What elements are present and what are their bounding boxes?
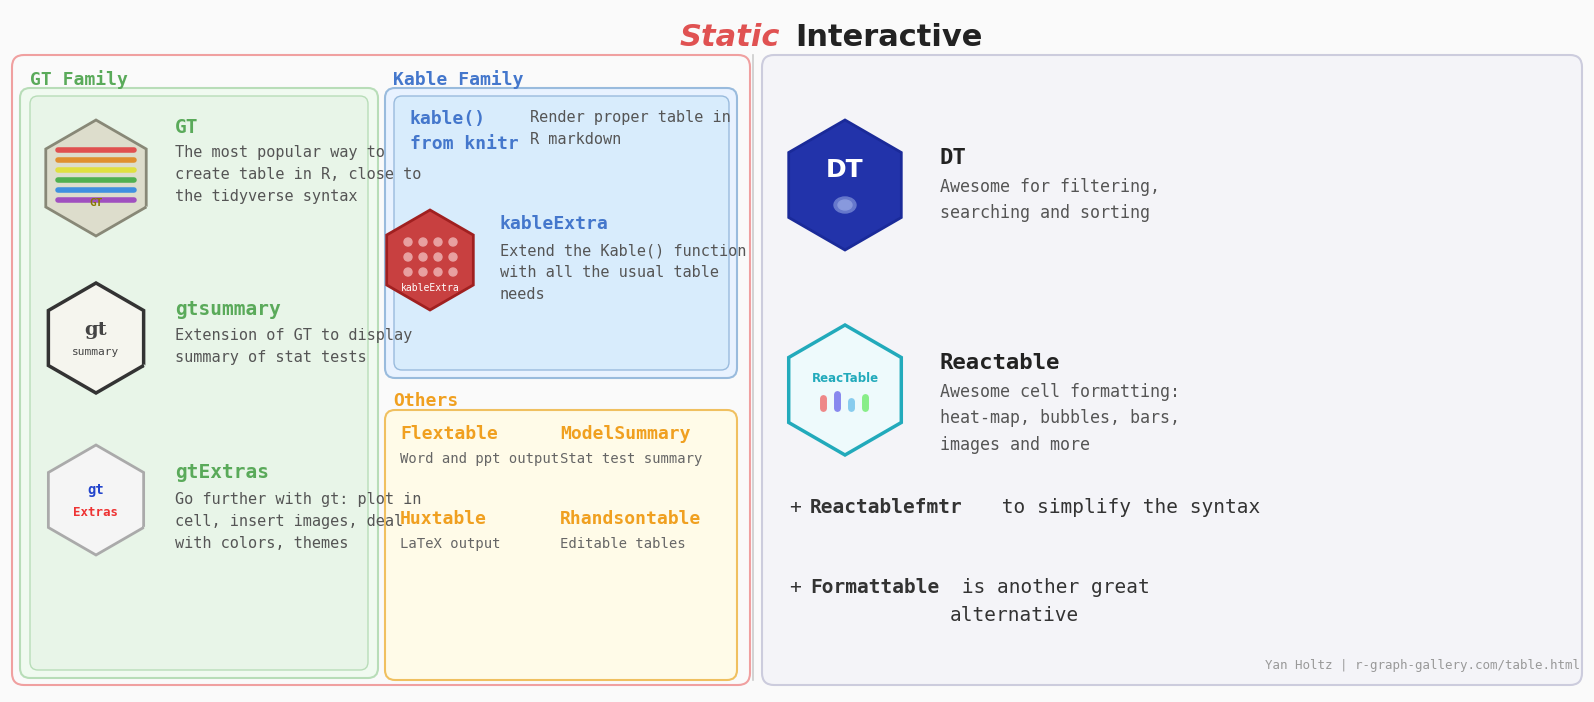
FancyBboxPatch shape bbox=[386, 88, 736, 378]
Text: kableExtra: kableExtra bbox=[501, 215, 609, 233]
Text: gtExtras: gtExtras bbox=[175, 463, 269, 482]
Text: Awesome for filtering,
searching and sorting: Awesome for filtering, searching and sor… bbox=[940, 178, 1160, 223]
Text: Reactable: Reactable bbox=[940, 353, 1060, 373]
Polygon shape bbox=[387, 210, 473, 310]
Text: The most popular way to
create table in R, close to
the tidyverse syntax: The most popular way to create table in … bbox=[175, 145, 421, 204]
Circle shape bbox=[419, 238, 427, 246]
Text: ReacTable: ReacTable bbox=[811, 371, 878, 385]
Text: Formattable: Formattable bbox=[810, 578, 939, 597]
Text: GT: GT bbox=[175, 118, 199, 137]
Text: Render proper table in
R markdown: Render proper table in R markdown bbox=[529, 110, 730, 147]
Text: Others: Others bbox=[394, 392, 457, 410]
Text: Extension of GT to display
summary of stat tests: Extension of GT to display summary of st… bbox=[175, 328, 413, 365]
Ellipse shape bbox=[838, 200, 853, 210]
Text: LaTeX output: LaTeX output bbox=[400, 537, 501, 551]
Text: gtsummary: gtsummary bbox=[175, 300, 281, 319]
Ellipse shape bbox=[834, 197, 856, 213]
Text: Awesome cell formatting:
heat-map, bubbles, bars,
images and more: Awesome cell formatting: heat-map, bubbl… bbox=[940, 383, 1180, 453]
Text: kableExtra: kableExtra bbox=[400, 283, 459, 293]
Circle shape bbox=[450, 238, 457, 246]
Polygon shape bbox=[789, 120, 901, 250]
Text: Editable tables: Editable tables bbox=[559, 537, 685, 551]
FancyBboxPatch shape bbox=[762, 55, 1581, 685]
Text: Interactive: Interactive bbox=[795, 23, 982, 53]
Text: Extend the Kable() function
with all the usual table
needs: Extend the Kable() function with all the… bbox=[501, 243, 746, 303]
Text: Word and ppt output: Word and ppt output bbox=[400, 452, 559, 466]
Text: Flextable: Flextable bbox=[400, 425, 497, 443]
Text: is another great
alternative: is another great alternative bbox=[950, 578, 1149, 625]
Text: gt: gt bbox=[84, 321, 107, 339]
Circle shape bbox=[403, 253, 411, 261]
Text: +: + bbox=[791, 578, 813, 597]
Text: Reactablefmtr: Reactablefmtr bbox=[810, 498, 963, 517]
Text: ModelSummary: ModelSummary bbox=[559, 425, 690, 443]
Text: DT: DT bbox=[826, 158, 864, 182]
Text: Huxtable: Huxtable bbox=[400, 510, 488, 528]
Text: GT Family: GT Family bbox=[30, 70, 128, 89]
Circle shape bbox=[403, 238, 411, 246]
Circle shape bbox=[450, 268, 457, 276]
Polygon shape bbox=[48, 445, 143, 555]
Text: from knitr: from knitr bbox=[410, 135, 518, 153]
FancyBboxPatch shape bbox=[30, 96, 368, 670]
Circle shape bbox=[434, 238, 442, 246]
Text: Kable Family: Kable Family bbox=[394, 70, 523, 89]
Circle shape bbox=[434, 268, 442, 276]
Text: GT: GT bbox=[89, 198, 102, 208]
FancyBboxPatch shape bbox=[21, 88, 378, 678]
Polygon shape bbox=[46, 120, 147, 236]
Text: Yan Holtz | r-graph-gallery.com/table.html: Yan Holtz | r-graph-gallery.com/table.ht… bbox=[1266, 659, 1580, 673]
Text: to simplify the syntax: to simplify the syntax bbox=[990, 498, 1261, 517]
Text: summary: summary bbox=[72, 347, 120, 357]
Text: kable(): kable() bbox=[410, 110, 486, 128]
Circle shape bbox=[434, 253, 442, 261]
Text: Stat test summary: Stat test summary bbox=[559, 452, 703, 466]
Text: +: + bbox=[791, 498, 813, 517]
Text: DT: DT bbox=[940, 148, 966, 168]
Circle shape bbox=[450, 253, 457, 261]
Circle shape bbox=[419, 253, 427, 261]
Text: Extras: Extras bbox=[73, 505, 118, 519]
Circle shape bbox=[419, 268, 427, 276]
Text: Rhandsontable: Rhandsontable bbox=[559, 510, 701, 528]
Polygon shape bbox=[48, 283, 143, 393]
Circle shape bbox=[403, 268, 411, 276]
Polygon shape bbox=[789, 325, 901, 455]
Text: Go further with gt: plot in
cell, insert images, deal
with colors, themes: Go further with gt: plot in cell, insert… bbox=[175, 492, 421, 551]
Text: Static: Static bbox=[679, 23, 779, 53]
FancyBboxPatch shape bbox=[394, 96, 728, 370]
FancyBboxPatch shape bbox=[386, 410, 736, 680]
Text: gt: gt bbox=[88, 483, 104, 497]
